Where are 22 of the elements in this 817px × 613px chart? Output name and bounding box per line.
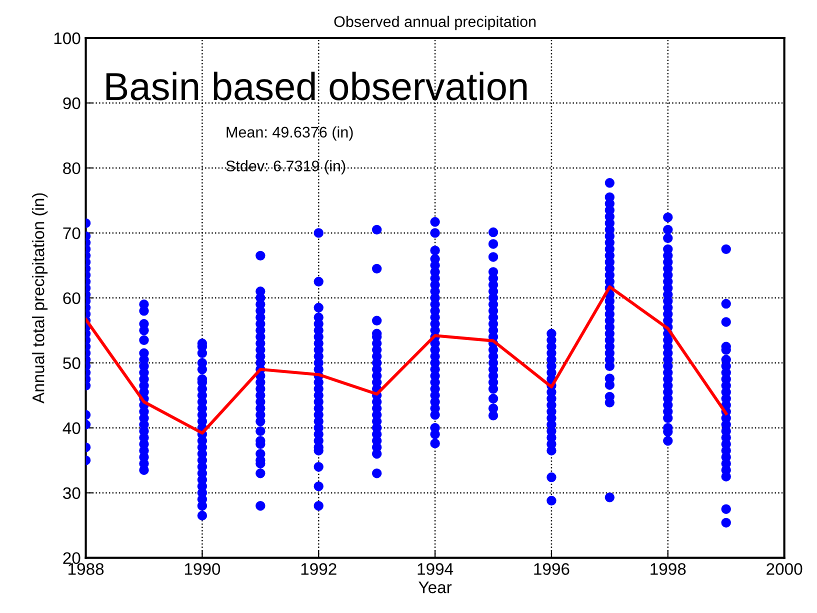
y-tick-label: 40	[62, 422, 80, 434]
y-tick-label: 30	[63, 487, 80, 500]
x-tick-label: 2000	[766, 563, 802, 575]
x-tick-label: 1998	[650, 563, 686, 575]
chart-title: Observed annual precipitation	[334, 16, 536, 30]
y-tick-label: 50	[63, 357, 80, 370]
x-tick-label: 1988	[68, 563, 104, 575]
annotation: Stdev: 6.7319 (in)	[226, 160, 346, 174]
y-tick-label: 70	[63, 227, 80, 240]
x-tick-label: 1990	[184, 563, 220, 575]
x-tick-label: 1994	[418, 563, 454, 575]
y-tick-label: 100	[54, 32, 80, 44]
y-tick-label: 60	[63, 292, 80, 304]
y-tick-label: 90	[63, 97, 80, 110]
annotation: Basin based observation	[106, 72, 527, 100]
annotation: Mean: 49.6376 (in)	[226, 126, 353, 141]
x-axis-title: Year	[418, 582, 452, 594]
y-tick-label: 80	[63, 162, 80, 174]
x-tick-label: 1992	[301, 563, 336, 575]
y-tick-label: 20	[63, 552, 80, 564]
y-axis-title: Annual total precipitation (in)	[32, 193, 48, 404]
x-tick-label: 1996	[534, 563, 570, 575]
